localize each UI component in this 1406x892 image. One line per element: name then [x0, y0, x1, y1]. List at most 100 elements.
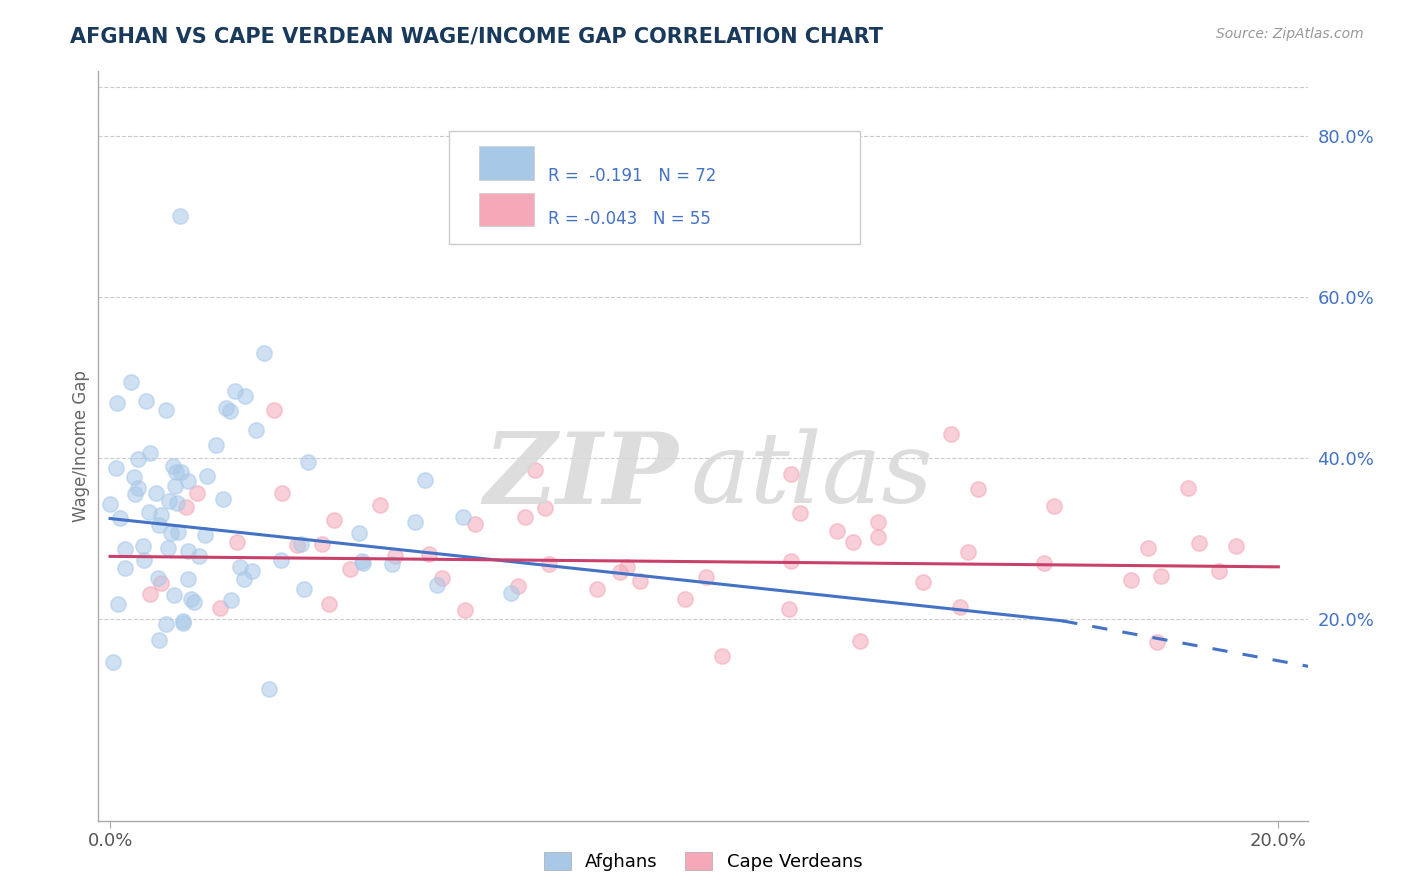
Point [368, 498, 391, 512]
Point [270, 552, 292, 566]
Point [155, 616, 177, 631]
Point [1177, 481, 1199, 495]
Point [253, 346, 276, 360]
Point [384, 549, 406, 563]
Point [166, 496, 188, 510]
Point [211, 491, 233, 506]
Point [292, 582, 315, 596]
Point [780, 467, 803, 482]
Y-axis label: Wage/Income Gap: Wage/Income Gap [72, 370, 90, 522]
Point [290, 536, 312, 550]
Point [501, 585, 523, 599]
Point [780, 554, 803, 568]
Point [380, 558, 402, 572]
Point [911, 575, 934, 590]
Point [1136, 541, 1159, 555]
Point [868, 530, 890, 544]
Point [1146, 635, 1168, 649]
Point [124, 487, 146, 501]
Bar [479, 146, 534, 179]
Point [219, 592, 242, 607]
Point [1225, 540, 1247, 554]
Point [347, 525, 370, 540]
Point [188, 549, 211, 563]
Point [538, 557, 561, 571]
Point [1150, 569, 1173, 583]
Point [183, 595, 205, 609]
Point [949, 600, 972, 615]
FancyBboxPatch shape [449, 131, 860, 244]
Point [172, 615, 194, 629]
Point [1119, 574, 1142, 588]
Point [172, 615, 194, 630]
Point [453, 603, 475, 617]
Point [146, 571, 169, 585]
Point [849, 633, 872, 648]
Point [297, 455, 319, 469]
Point [352, 554, 374, 568]
Point [177, 475, 200, 489]
Point [232, 572, 254, 586]
Point [110, 511, 132, 525]
Point [841, 534, 863, 549]
Point [105, 396, 128, 410]
Point [156, 541, 179, 555]
Point [323, 513, 346, 527]
Point [825, 524, 848, 539]
Point [352, 556, 374, 570]
Point [215, 401, 238, 415]
Text: R = -0.043   N = 55: R = -0.043 N = 55 [548, 210, 711, 227]
Point [866, 515, 889, 529]
Point [195, 469, 218, 483]
Point [120, 376, 142, 390]
Point [148, 517, 170, 532]
Text: atlas: atlas [690, 428, 934, 524]
Point [162, 459, 184, 474]
Point [941, 426, 963, 441]
Point [107, 597, 129, 611]
Point [157, 493, 180, 508]
Point [104, 460, 127, 475]
Point [170, 465, 193, 479]
Point [271, 485, 294, 500]
Point [167, 524, 190, 539]
Point [233, 389, 256, 403]
Point [967, 482, 990, 496]
Point [169, 210, 191, 224]
Point [101, 655, 124, 669]
Point [426, 578, 449, 592]
Point [1032, 556, 1054, 570]
Point [114, 560, 136, 574]
Text: ZIP: ZIP [484, 428, 679, 524]
Point [138, 505, 160, 519]
Point [418, 547, 440, 561]
Point [98, 497, 121, 511]
Point [609, 565, 631, 579]
Point [1208, 564, 1230, 578]
Point [533, 501, 555, 516]
Point [132, 553, 155, 567]
Point [155, 402, 177, 417]
Point [1187, 535, 1209, 549]
Point [240, 564, 263, 578]
Point [245, 423, 267, 437]
Point [711, 648, 734, 663]
Point [177, 572, 200, 586]
Text: Source: ZipAtlas.com: Source: ZipAtlas.com [1216, 27, 1364, 41]
Point [628, 574, 651, 588]
Point [673, 592, 696, 607]
Point [218, 403, 240, 417]
Point [404, 515, 426, 529]
Text: R =  -0.191   N = 72: R = -0.191 N = 72 [548, 167, 717, 185]
Point [186, 486, 208, 500]
Point [506, 579, 529, 593]
Point [1043, 499, 1066, 513]
Text: AFGHAN VS CAPE VERDEAN WAGE/INCOME GAP CORRELATION CHART: AFGHAN VS CAPE VERDEAN WAGE/INCOME GAP C… [70, 27, 883, 46]
Point [464, 516, 486, 531]
Point [127, 451, 149, 466]
Point [415, 473, 437, 487]
Point [318, 598, 340, 612]
Point [135, 394, 157, 409]
Point [122, 470, 145, 484]
Point [127, 481, 149, 495]
